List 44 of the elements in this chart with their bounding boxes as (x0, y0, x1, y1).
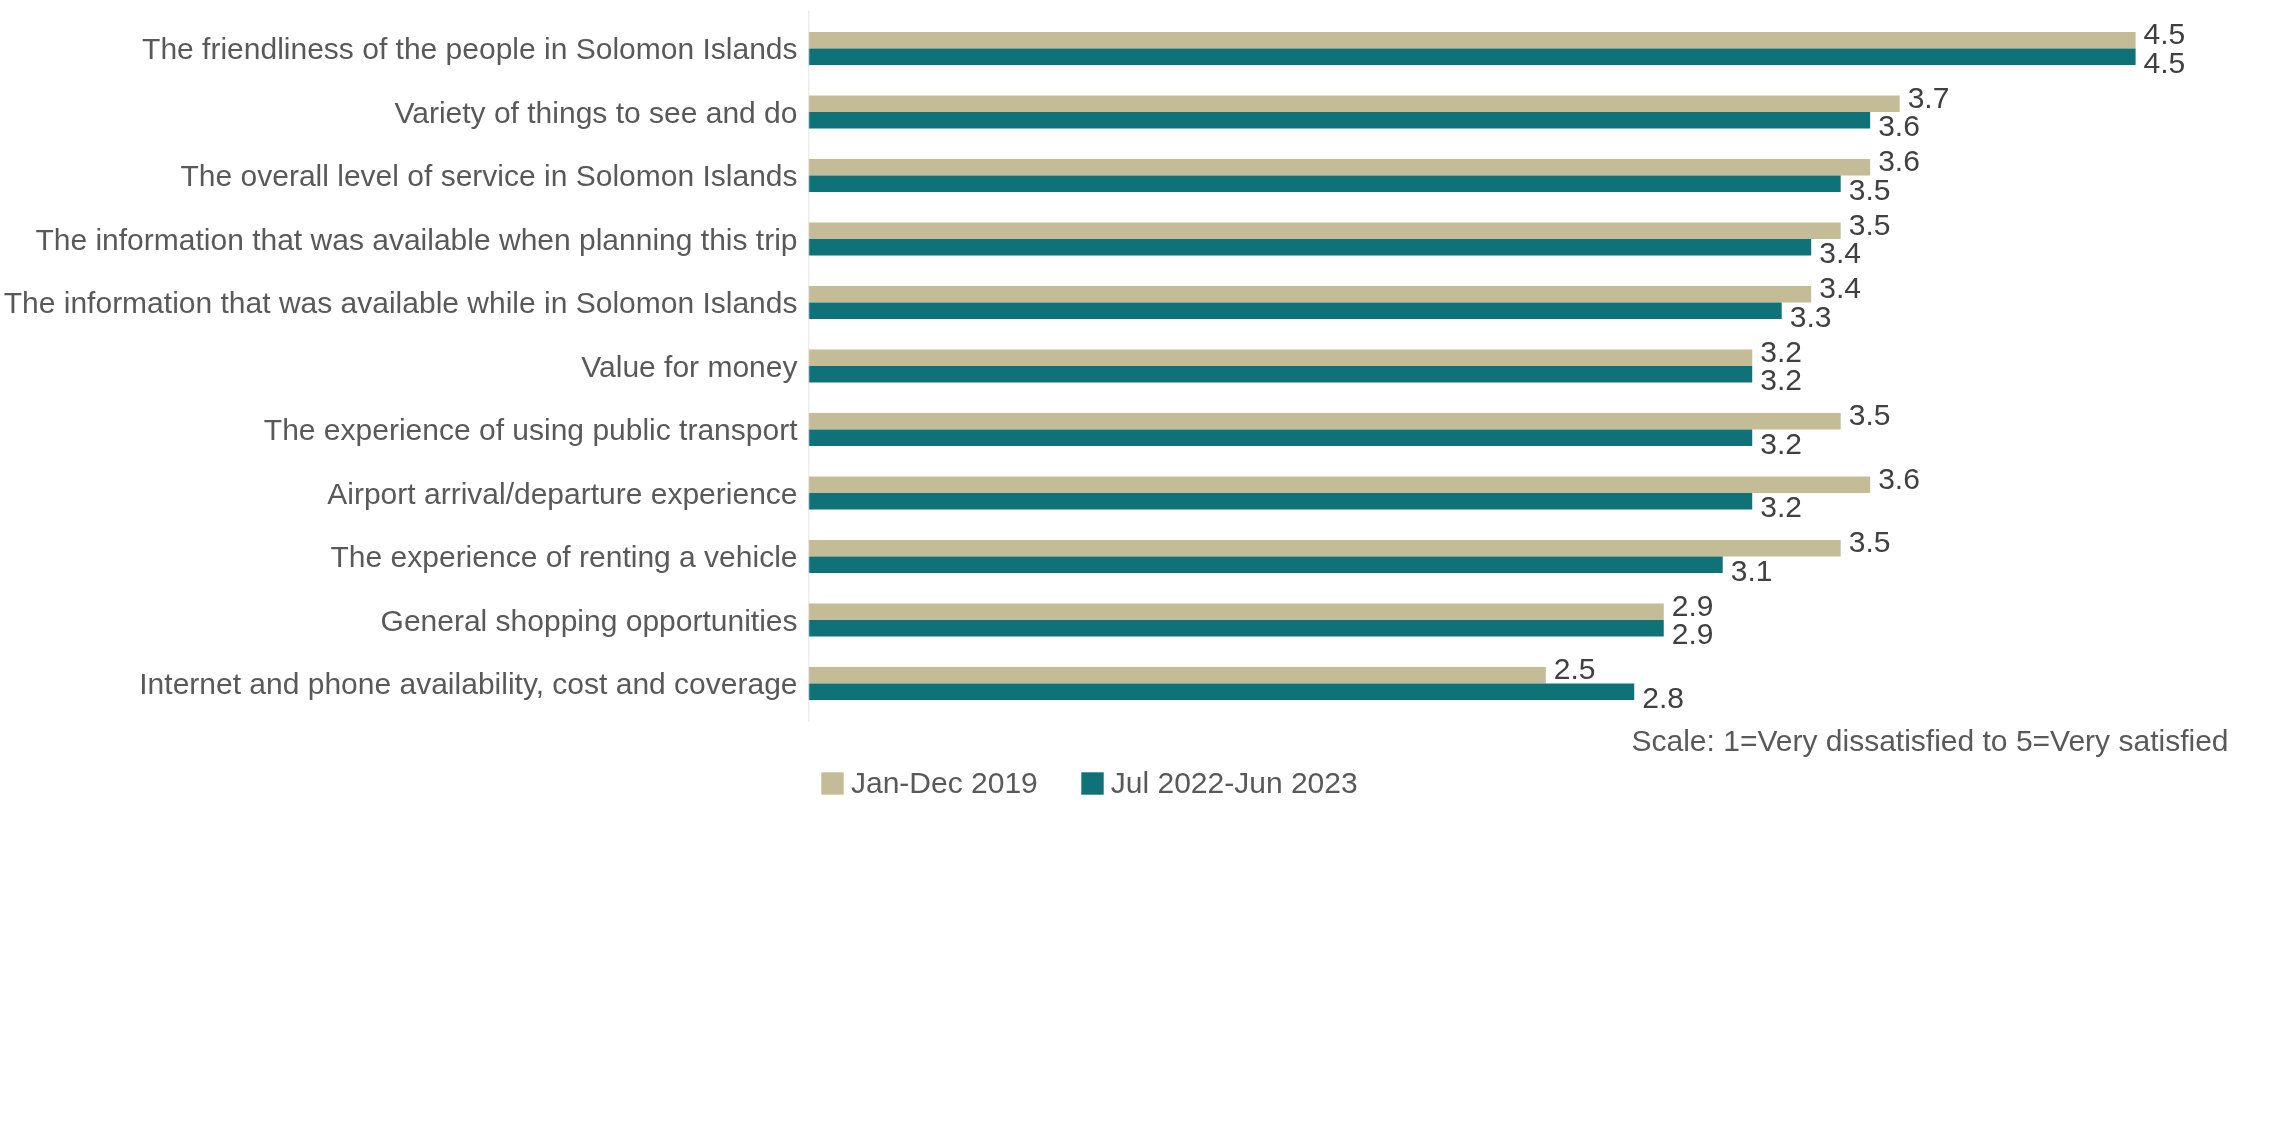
bar (808, 667, 1546, 684)
y-tick-label: The friendliness of the people in Solomon Islands (142, 32, 798, 66)
bar (808, 32, 2136, 49)
data-label: 3.2 (1760, 490, 1802, 524)
bar (808, 476, 1871, 494)
bar (808, 540, 1841, 557)
data-label: 3.2 (1760, 426, 1802, 460)
y-tick-label: General shopping opportunities (380, 603, 798, 637)
data-label: 3.5 (1848, 525, 1891, 559)
bar (808, 112, 1871, 129)
bar (808, 48, 2136, 66)
y-tick-label: The experience of renting a vehicle (330, 540, 798, 574)
y-tick-label: Value for money (581, 349, 798, 383)
bar (808, 349, 1753, 367)
bar (808, 620, 1664, 637)
data-label: 2.8 (1642, 680, 1684, 714)
data-label: 3.6 (1878, 461, 1920, 495)
bar (808, 239, 1812, 256)
bar (808, 222, 1841, 240)
y-tick-label: The overall level of service in Solomon Islands (180, 159, 798, 193)
y-tick-label: Airport arrival/departure experience (327, 476, 798, 510)
bar (808, 429, 1753, 447)
bar (808, 366, 1753, 383)
legend-label: Jan-Dec 2019 (851, 766, 1038, 800)
bar (808, 159, 1871, 176)
bar (808, 95, 1900, 113)
bar (808, 286, 1812, 303)
y-tick-label: The information that was available when planning this trip (35, 222, 798, 256)
bar (808, 493, 1753, 510)
data-label: 3.1 (1730, 553, 1773, 587)
text: Scale: 1=Very dissatisfied to 5=Very satisfied (1631, 724, 2229, 758)
data-label: 3.5 (1848, 398, 1891, 432)
bar (808, 556, 1723, 574)
y-tick-label: The experience of using public transport (263, 413, 799, 447)
y-tick-label: Internet and phone availability, cost and coverage (139, 667, 798, 701)
bar (808, 683, 1635, 701)
data-label: 2.5 (1553, 652, 1596, 686)
bar (808, 302, 1782, 320)
legend-label: Jul 2022-Jun 2023 (1110, 766, 1358, 800)
y-tick-label: Variety of things to see and do (394, 95, 798, 129)
bar (808, 603, 1664, 621)
y-tick-label: The information that was available while in Solomon Islands (3, 286, 798, 320)
bar (808, 175, 1841, 193)
bar (808, 413, 1841, 430)
